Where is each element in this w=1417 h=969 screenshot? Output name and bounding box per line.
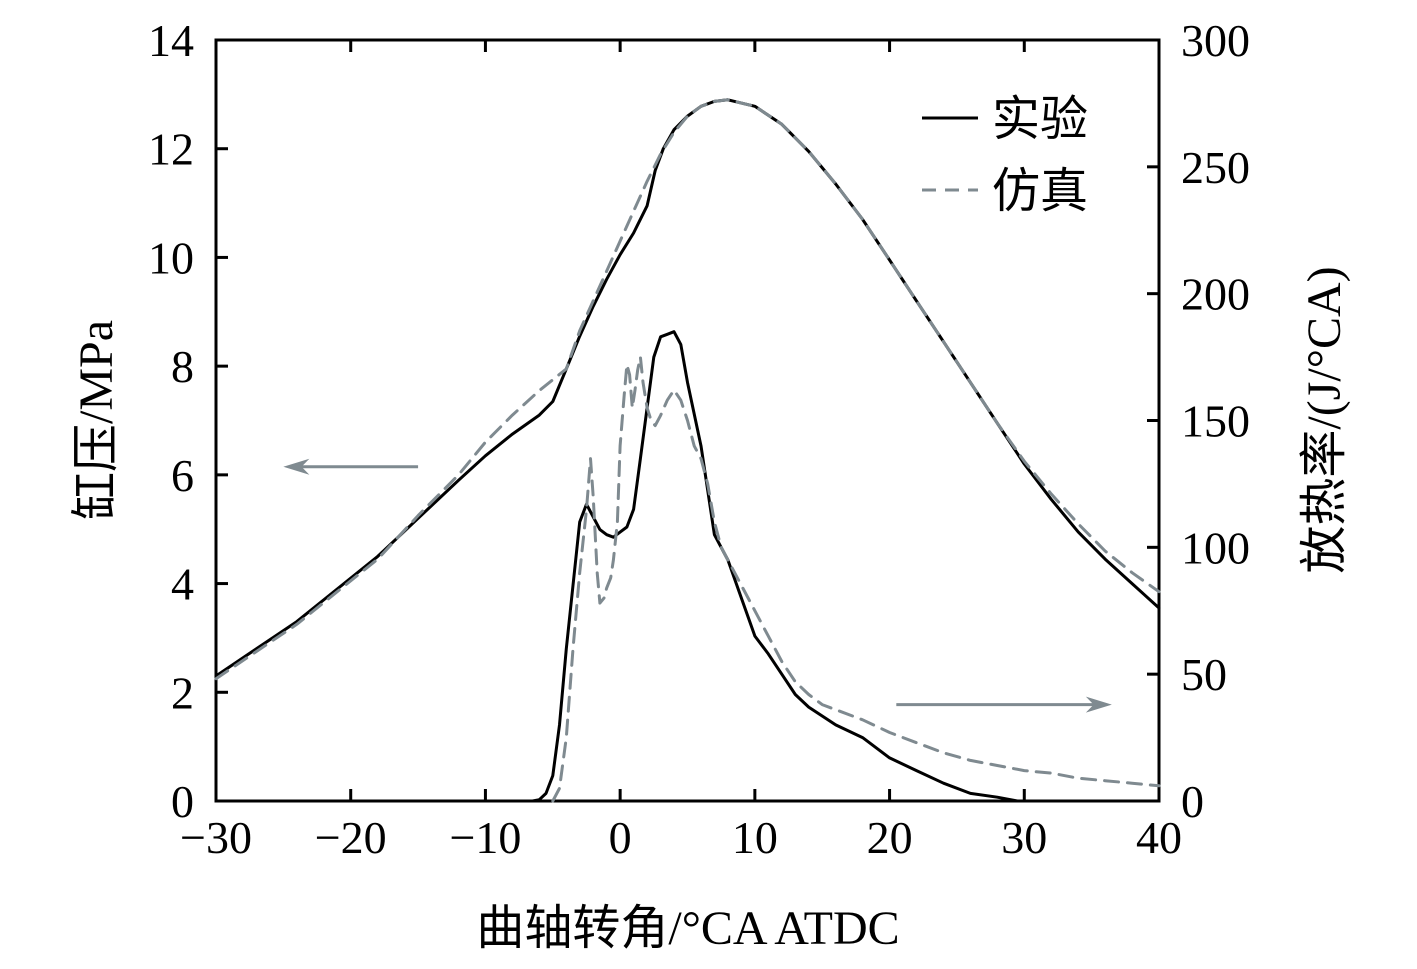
y-left-tick-label: 14 bbox=[148, 15, 194, 66]
legend-label-simulation: 仿真 bbox=[992, 165, 1088, 218]
y-left-tick-label: 6 bbox=[171, 450, 194, 501]
legend-label-experiment: 实验 bbox=[992, 93, 1088, 146]
y-right-tick-label: 50 bbox=[1181, 649, 1227, 700]
right-axis-arrow-head bbox=[1085, 696, 1112, 713]
y-left-ticks: 0 2 4 6 8 10 12 14 bbox=[148, 15, 228, 827]
x-tick-label: −10 bbox=[449, 812, 521, 863]
x-tick-label: 10 bbox=[732, 812, 778, 863]
x-tick-label: 20 bbox=[867, 812, 913, 863]
y-right-tick-label: 150 bbox=[1181, 396, 1250, 447]
y-right-ticks: 0 50 100 150 200 250 300 bbox=[1147, 15, 1250, 827]
y-left-tick-label: 0 bbox=[171, 776, 194, 827]
series-layer bbox=[214, 98, 1161, 803]
y-right-tick-label: 250 bbox=[1181, 142, 1250, 193]
pressure-experiment-line bbox=[214, 98, 1161, 678]
x-tick-label: 30 bbox=[1001, 812, 1047, 863]
x-tick-label: 0 bbox=[609, 812, 632, 863]
y-right-axis-title: 放热率/(J/°CA) bbox=[1298, 266, 1351, 573]
left-axis-arrow-head bbox=[283, 458, 310, 475]
y-left-tick-label: 4 bbox=[171, 559, 194, 610]
x-tick-label: −20 bbox=[315, 812, 387, 863]
arrow-layer bbox=[283, 458, 1112, 713]
y-left-tick-label: 8 bbox=[171, 341, 194, 392]
y-left-tick-label: 10 bbox=[148, 232, 194, 283]
x-tick-label: 40 bbox=[1136, 812, 1182, 863]
heat-release-experiment-line bbox=[531, 330, 1019, 803]
y-left-tick-label: 2 bbox=[171, 667, 194, 718]
y-right-tick-label: 300 bbox=[1181, 15, 1250, 66]
y-left-axis-title: 缸压/MPa bbox=[70, 320, 123, 520]
x-ticks: −30 −20 −10 0 10 20 30 40 bbox=[180, 40, 1182, 863]
y-right-tick-label: 0 bbox=[1181, 776, 1204, 827]
pressure-simulation-line bbox=[214, 98, 1161, 681]
y-right-tick-label: 200 bbox=[1181, 269, 1250, 320]
heat-release-simulation-line bbox=[551, 355, 1161, 803]
x-tick-label: −30 bbox=[180, 812, 252, 863]
x-axis-title: 曲轴转角/°CA ATDC bbox=[476, 902, 899, 955]
y-left-tick-label: 12 bbox=[148, 124, 194, 175]
legend: 实验 仿真 bbox=[922, 93, 1088, 218]
y-right-tick-label: 100 bbox=[1181, 522, 1250, 573]
